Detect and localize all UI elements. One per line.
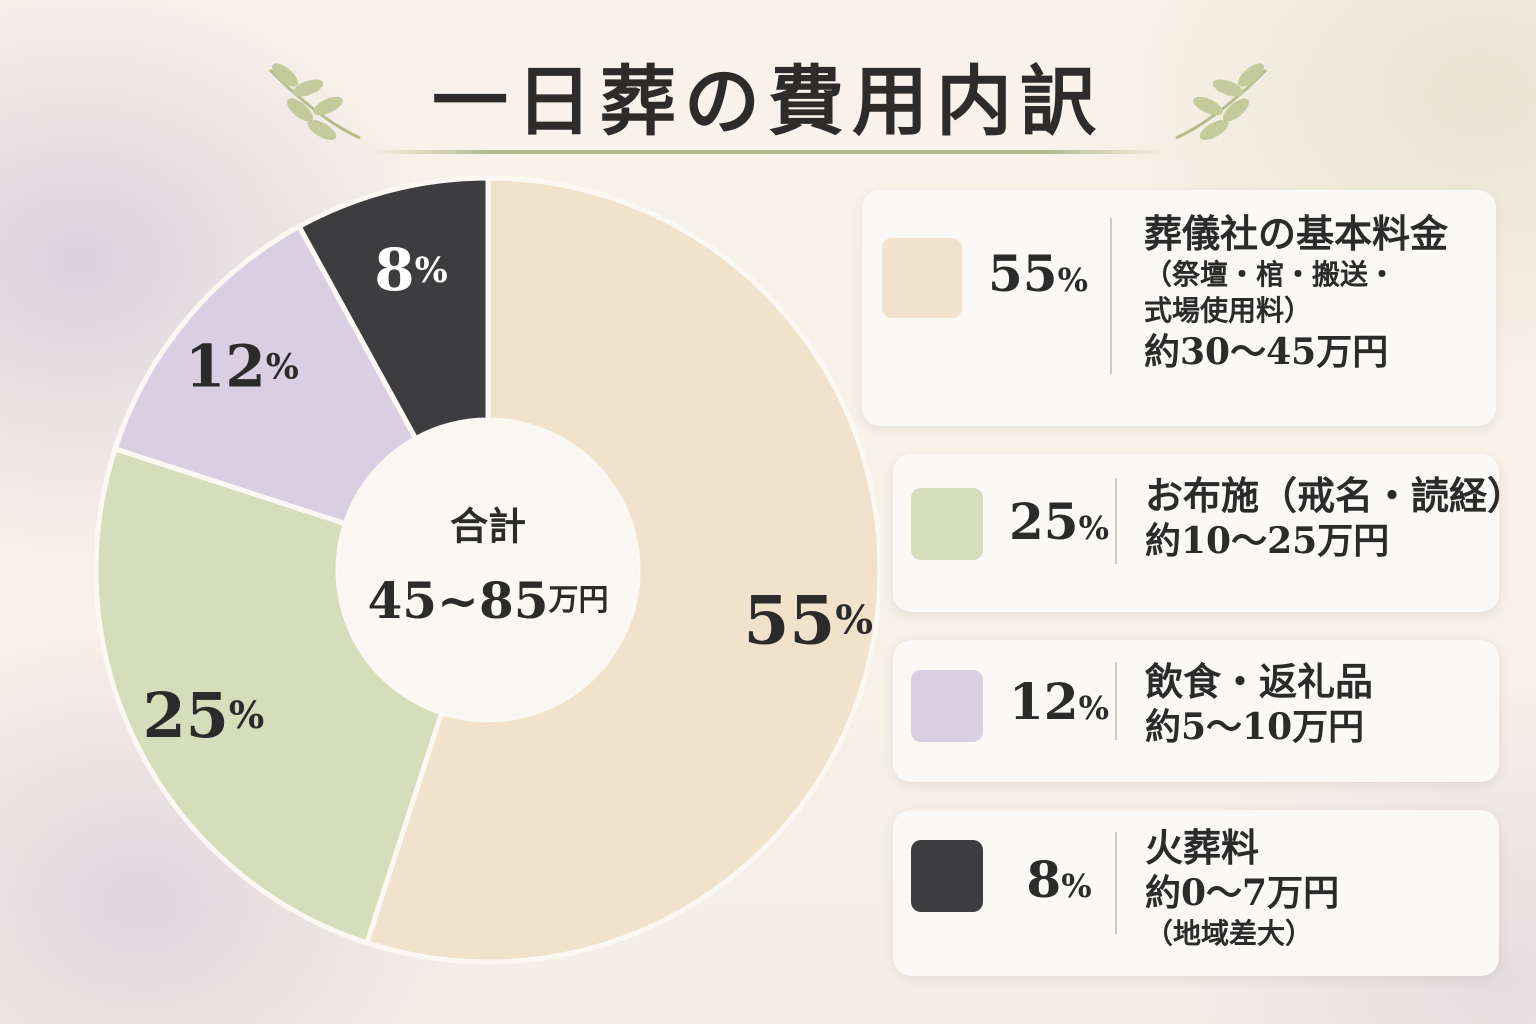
legend-divider <box>1110 218 1112 374</box>
legend-name-text: 火葬料 <box>1145 825 1260 870</box>
center-total-label: 合計 <box>450 504 526 549</box>
center-total-value: 45~85万円 <box>367 571 608 630</box>
left-leaf-sprig-icon <box>268 63 361 141</box>
pie-slice-4 <box>295 175 491 442</box>
legend-card: 12% 飲食・返礼品 約5～10万円 <box>893 640 1499 782</box>
legend-percent: 12% <box>1009 672 1109 731</box>
pie-slice-2 <box>93 445 445 946</box>
legend-divider <box>1115 478 1117 564</box>
legend-cost-text: 約0～7万円 <box>1145 871 1340 914</box>
legend-name-text: 飲食・返礼品 <box>1145 659 1374 704</box>
legend-swatch <box>911 488 983 560</box>
legend-card: 25% お布施（戒名・読経） 約10～25万円 <box>893 454 1525 612</box>
legend-sub-text: （祭壇・棺・搬送・ <box>1144 257 1397 291</box>
legend-percent: 25% <box>1009 492 1109 551</box>
slice-label-4: 8% <box>374 236 447 304</box>
legend-percent: 55% <box>988 244 1088 303</box>
legend-description: お布施（戒名・読経） 約10～25万円 <box>1145 473 1526 564</box>
legend-cost-text: 約5～10万円 <box>1145 705 1365 748</box>
legend-note-text: （地域差大） <box>1145 916 1314 950</box>
legend-card: 55% 葬儀社の基本料金 （祭壇・棺・搬送・ 式場使用料） 約30～45万円 <box>862 190 1496 426</box>
legend-name-text: お布施（戒名・読経） <box>1145 473 1526 518</box>
legend-description: 火葬料 約0～7万円 （地域差大） <box>1145 825 1340 952</box>
legend-percent: 8% <box>1026 850 1092 909</box>
page-title: 一日葬の費用内訳 <box>432 57 1104 146</box>
slice-label-2: 25% <box>143 679 265 752</box>
legend-swatch <box>882 238 962 318</box>
legend-divider <box>1115 832 1117 934</box>
pie-slice-1 <box>363 175 880 965</box>
donut-center <box>341 423 635 717</box>
legend-divider <box>1115 662 1117 740</box>
legend-description: 葬儀社の基本料金 （祭壇・棺・搬送・ 式場使用料） 約30～45万円 <box>1144 211 1449 375</box>
legend-description: 飲食・返礼品 約5～10万円 <box>1145 659 1374 750</box>
slice-label-3: 12% <box>185 332 299 400</box>
right-leaf-sprig-icon <box>1175 63 1268 141</box>
legend-swatch <box>911 670 983 742</box>
donut-chart: 55% 25% 12% 8% 合計 45~85万円 <box>93 175 880 965</box>
legend-sub-text: 式場使用料） <box>1144 294 1313 328</box>
legend-cost-text: 約10～25万円 <box>1145 519 1390 562</box>
legend-card: 8% 火葬料 約0～7万円 （地域差大） <box>893 810 1499 976</box>
slice-label-1: 55% <box>744 582 873 660</box>
title-underline <box>370 150 1166 154</box>
legend-swatch <box>911 840 983 912</box>
legend-name-text: 葬儀社の基本料金 <box>1144 211 1449 256</box>
legend-cost-text: 約30～45万円 <box>1144 330 1389 373</box>
pie-slice-3 <box>112 223 420 527</box>
